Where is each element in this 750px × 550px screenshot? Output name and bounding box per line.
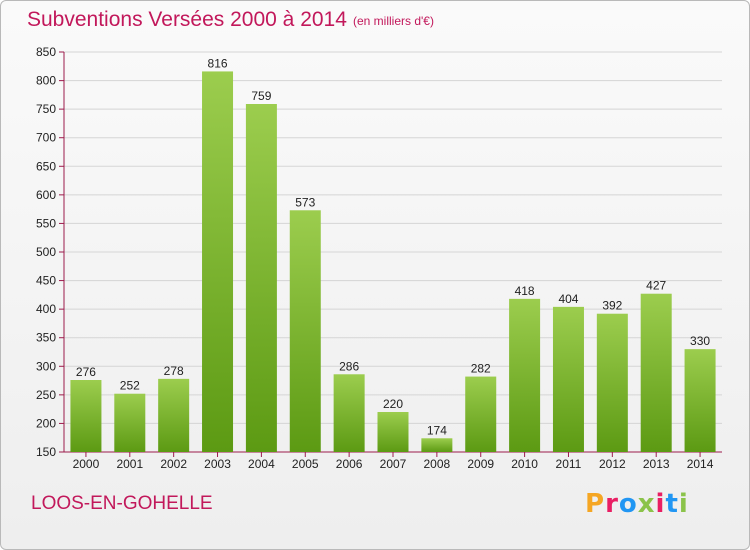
bar [114,393,146,452]
x-tick-label: 2010 [511,457,538,471]
bar [640,293,672,452]
x-tick-label: 2002 [160,457,187,471]
x-tick-label: 2013 [643,457,670,471]
y-tick-label: 700 [36,131,56,145]
bar [465,376,497,452]
logo-letter: r [605,489,619,519]
x-tick-label: 2011 [556,457,582,471]
value-label: 282 [471,362,491,376]
bar [596,313,628,452]
x-tick-label: 2000 [73,457,100,471]
chart-title: Subventions Versées 2000 à 2014 [27,8,347,31]
value-label: 330 [690,334,710,348]
value-label: 278 [164,364,184,378]
y-tick-label: 450 [36,274,56,288]
value-label: 276 [76,365,96,379]
bar [245,104,277,452]
bar [421,438,453,452]
y-tick-label: 800 [36,74,56,88]
bar [552,306,584,452]
y-tick-label: 400 [36,302,56,316]
x-tick-label: 2005 [292,457,319,471]
logo-letter: P [585,489,606,519]
value-label: 286 [339,359,359,373]
x-tick-label: 2003 [204,457,231,471]
logo-letter: o [618,489,638,519]
y-tick-label: 300 [36,359,56,373]
y-tick-label: 150 [36,445,56,459]
bar [333,374,365,452]
logo-letter: i [678,489,689,519]
value-label: 174 [427,423,447,437]
bar [377,412,409,452]
value-label: 220 [383,397,403,411]
x-tick-label: 2004 [248,457,275,471]
x-tick-label: 2007 [380,457,407,471]
x-tick-label: 2008 [424,457,451,471]
value-label: 392 [602,299,622,313]
y-tick-label: 600 [36,188,56,202]
value-label: 759 [251,89,271,103]
value-label: 427 [646,279,666,293]
y-tick-label: 200 [36,416,56,430]
x-tick-label: 2009 [467,457,494,471]
y-tick-label: 350 [36,331,56,345]
value-label: 418 [515,284,535,298]
y-tick-label: 650 [36,159,56,173]
value-label: 816 [208,56,228,70]
x-tick-label: 2001 [116,457,143,471]
value-label: 404 [558,292,578,306]
logo-letter: t [665,489,679,519]
x-tick-label: 2014 [687,457,714,471]
value-label: 573 [295,195,315,209]
x-tick-label: 2012 [599,457,626,471]
bar [684,349,716,452]
bar [289,210,321,452]
x-tick-label: 2006 [336,457,363,471]
chart-subtitle: (en milliers d'€) [353,14,434,28]
logo-letter: i [655,489,666,519]
commune-name: LOOS-EN-GOHELLE [31,493,213,514]
y-tick-label: 850 [36,45,56,59]
proxiti-logo: Proxiti [585,489,689,519]
y-tick-label: 500 [36,245,56,259]
value-label: 252 [120,379,140,393]
bar [70,380,102,452]
y-tick-label: 750 [36,102,56,116]
bar [158,378,190,452]
y-tick-label: 250 [36,388,56,402]
bar [509,298,541,452]
bar [202,71,234,452]
y-tick-label: 550 [36,216,56,230]
logo-letter: x [637,489,656,519]
